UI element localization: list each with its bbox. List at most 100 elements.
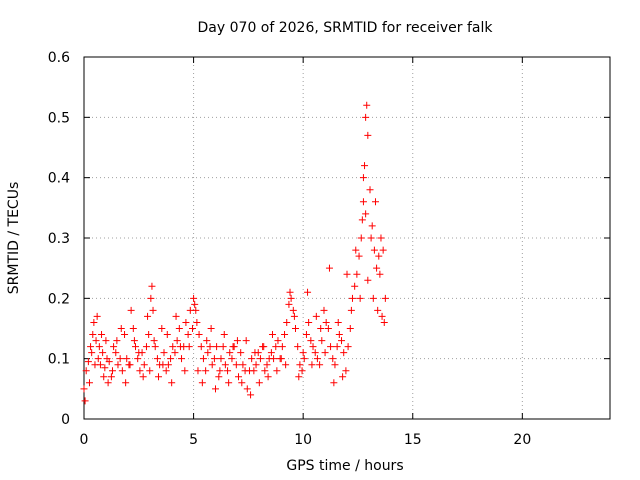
data-point [325,264,333,272]
data-point [81,397,89,405]
data-point [296,361,304,369]
data-point [290,312,298,320]
data-point [343,270,351,278]
x-tick-label: 10 [294,432,312,448]
data-point [267,349,275,357]
data-point [140,361,148,369]
data-point [247,391,255,399]
data-point [243,385,251,393]
data-point [89,331,97,339]
data-point [126,361,134,369]
data-point [381,294,389,302]
data-point [352,246,360,254]
data-point [163,331,171,339]
data-points [80,101,389,405]
x-tick-label: 0 [80,432,89,448]
data-point [169,343,177,351]
data-point [305,318,313,326]
data-point [274,337,282,345]
data-point [112,349,120,357]
data-point [167,355,175,363]
data-point [282,361,290,369]
data-point [272,343,280,351]
y-tick-label: 0.1 [48,352,70,368]
y-tick-label: 0.4 [48,171,70,187]
data-point [184,331,192,339]
data-point [302,331,310,339]
data-point [344,343,352,351]
data-point [93,312,101,320]
data-point [101,364,109,372]
y-tick-label: 0.2 [48,291,70,307]
data-point [366,186,374,194]
data-point [87,343,95,351]
data-point [203,337,211,345]
data-point [263,361,271,369]
y-tick-label: 0 [61,412,70,428]
y-tick-label: 0.3 [48,231,70,247]
grid-lines [84,57,610,419]
data-point [220,331,228,339]
data-point [117,325,125,332]
data-point [229,343,237,351]
data-point [307,337,315,345]
data-point [317,325,325,332]
data-point [90,318,98,326]
data-point [322,318,330,326]
data-point [155,373,163,381]
data-point [377,234,385,242]
data-point [134,355,142,363]
data-point [378,312,386,320]
data-point [122,379,130,387]
data-point [291,325,299,332]
y-axis-label: SRMTID / TECUs [6,182,22,295]
data-point [135,349,143,357]
data-point [224,367,232,375]
data-point [330,379,338,387]
data-point [215,373,223,381]
data-point [351,282,359,290]
data-point [235,373,243,381]
data-point [370,246,378,254]
data-point [308,361,316,369]
data-point [248,355,256,363]
data-point [304,288,312,296]
data-point [153,355,161,363]
data-point [295,373,303,381]
data-point [376,270,384,278]
data-point [355,252,363,260]
data-point [380,318,388,326]
data-point [300,355,308,363]
data-point [198,379,206,387]
x-tick-label: 5 [189,432,198,448]
data-point [98,331,106,339]
data-point [368,222,376,230]
data-point [91,361,99,369]
y-tick-label: 0.6 [48,50,70,66]
data-point [252,361,260,369]
data-point [84,358,92,366]
data-point [175,325,183,332]
data-point [102,337,110,345]
data-point [327,343,335,351]
data-point [320,306,328,314]
data-point [149,306,157,314]
data-point [356,294,364,302]
data-point [237,349,245,357]
data-point [145,331,153,339]
data-point [289,306,297,314]
data-point [146,367,154,375]
data-point [121,331,129,339]
data-point [104,379,112,387]
data-point [331,361,339,369]
data-point [176,343,184,351]
data-point [347,306,355,314]
data-point [110,343,118,351]
data-point [181,367,189,375]
data-point [208,361,216,369]
data-point [348,294,356,302]
data-point [359,174,367,182]
data-point [316,361,324,369]
data-point [160,349,168,357]
